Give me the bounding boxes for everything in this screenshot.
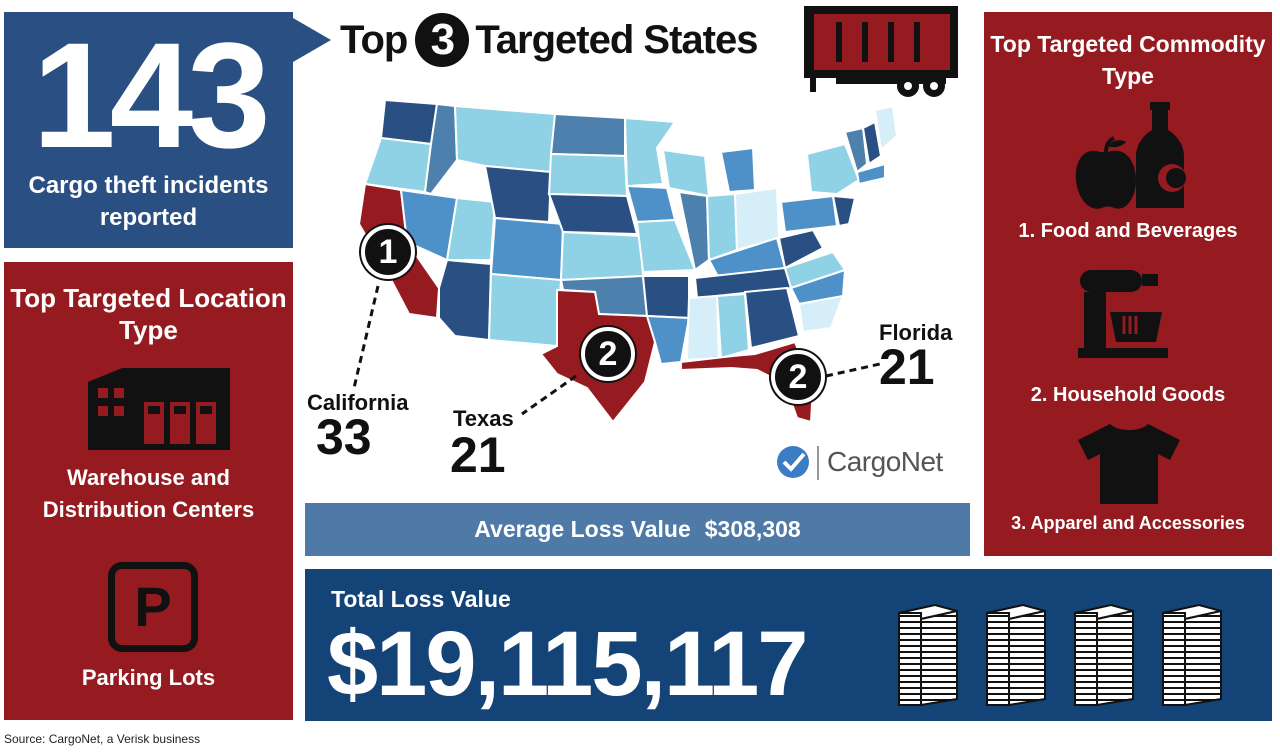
- parking-icon: P: [108, 562, 198, 652]
- states-heading-prefix: Top: [340, 17, 408, 62]
- commodity-title: Top Targeted Commodity Type: [990, 31, 1266, 89]
- state-name-california: California: [307, 390, 409, 415]
- state-value-texas: 21: [450, 427, 506, 483]
- us-states-map: [357, 98, 899, 424]
- cargonet-check-icon: [777, 446, 809, 478]
- average-loss-value: $308,308: [704, 516, 801, 542]
- rank-badge-texas: 2: [581, 327, 635, 381]
- leader-lines: [352, 285, 881, 416]
- incidents-count: 143: [32, 11, 270, 179]
- apple-bottle-icon: [1075, 102, 1186, 209]
- incidents-label: Cargo theft incidents reported: [28, 172, 269, 231]
- commodity-item-apparel: 3. Apparel and Accessories: [1011, 513, 1245, 533]
- stand-mixer-icon: [1078, 270, 1168, 358]
- location-title: Top Targeted Location Type: [10, 283, 287, 345]
- state-name-texas: Texas: [453, 406, 514, 431]
- commodity-panel: Top Targeted Commodity Type 1. Food and …: [984, 12, 1272, 556]
- states-heading-number: 3: [415, 13, 470, 67]
- warehouse-icon: [88, 368, 230, 450]
- t-shirt-icon: [1078, 424, 1180, 504]
- average-loss-bar: Average Loss Value $308,308: [305, 503, 970, 556]
- total-loss-panel: Total Loss Value $19,115,117: [305, 569, 1272, 721]
- rank-badge-california: 1: [361, 225, 415, 279]
- cargo-trailer-icon: [804, 6, 958, 97]
- incidents-panel: 143 Cargo theft incidents reported: [4, 12, 293, 248]
- total-loss-value: $19,115,117: [327, 613, 808, 715]
- states-heading-suffix: Targeted States: [475, 17, 758, 62]
- commodity-item-food: 1. Food and Beverages: [1018, 220, 1238, 242]
- state-name-florida: Florida: [879, 320, 953, 345]
- pointer-arrow: [293, 18, 331, 62]
- states-heading: Top 3 Targeted States: [340, 13, 758, 67]
- location-item-warehouse: Warehouse and Distribution Centers: [42, 465, 255, 522]
- logo-text: CargoNet: [827, 446, 943, 477]
- commodity-item-household: 2. Household Goods: [1030, 384, 1226, 406]
- rank-badge-florida: 2: [771, 350, 825, 404]
- location-item-parking: Parking Lots: [81, 665, 216, 690]
- total-loss-label: Total Loss Value: [331, 586, 511, 612]
- logo-divider: [817, 446, 819, 480]
- state-value-florida: 21: [879, 339, 935, 395]
- average-loss-label: Average Loss Value: [474, 516, 691, 542]
- location-panel: Top Targeted Location Type Warehouse and…: [4, 262, 293, 720]
- source-note: Source: CargoNet, a Verisk business: [4, 732, 201, 746]
- money-stacks-icon: [898, 603, 1222, 707]
- state-value-california: 33: [316, 409, 372, 465]
- cargonet-logo: CargoNet: [775, 444, 975, 484]
- parking-glyph: P: [134, 575, 172, 638]
